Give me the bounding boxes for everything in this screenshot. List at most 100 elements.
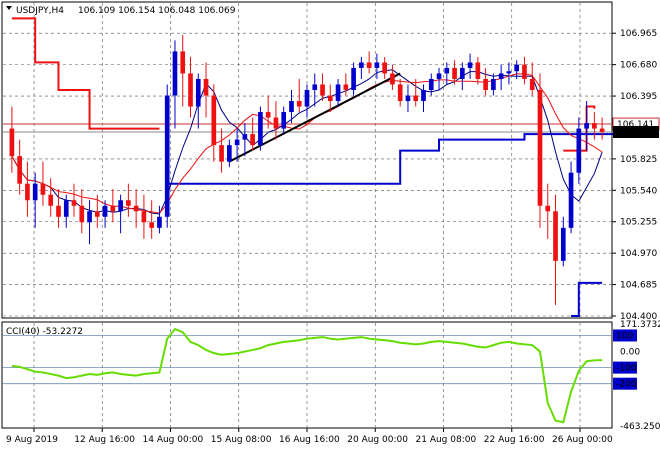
candle-body [444,67,450,74]
candle-body [327,95,333,102]
candle-body [529,78,535,90]
trendline [228,72,401,163]
candle-body [428,78,434,90]
x-tick-label: 22 Aug 16:00 [484,435,545,445]
y-tick-label: 104.685 [620,281,657,291]
candle-body [436,73,442,79]
candle-body [195,78,201,107]
cci-y-tick-label: 171.3732 [620,320,660,330]
candle-body [522,64,527,79]
y-tick-label: 105.255 [620,218,657,228]
candle-body [102,205,108,217]
candle-body [343,84,349,90]
candle-body [172,51,178,96]
candle-body [25,183,30,201]
y-tick-label: 105.540 [620,186,657,196]
candle-body [483,78,488,90]
candle-body [180,51,186,74]
candle-body [32,183,38,201]
candle-body [374,62,380,68]
candle-body [71,200,77,206]
candle-body [40,183,46,195]
candle-body [576,128,582,173]
candle-body [421,89,426,102]
cci-level-tag-label: 100 [616,331,633,341]
collapse-arrow-icon[interactable] [6,6,12,10]
candle-body [258,112,263,146]
candle-body [17,156,22,184]
level-price-value: 106.141 [617,120,654,130]
x-tick-label: 15 Aug 08:00 [211,435,272,445]
cci-y-tick-label: 0.00 [620,348,640,358]
candle-body [56,205,61,217]
candle-body [475,62,481,79]
cci-series [11,327,603,424]
cci-level-tag [613,361,637,374]
candle-body [141,211,147,223]
candle-body [219,145,224,162]
candle-body [599,128,605,132]
candle-body [304,89,310,107]
candle-body [9,128,15,157]
candle-body [545,205,551,212]
candle-body [110,205,116,212]
x-tick-label: 16 Aug 16:00 [279,435,340,445]
x-tick-label: 21 Aug 08:00 [416,435,477,445]
candle-body [366,62,372,68]
moving-average-red [11,73,603,214]
x-tick-label: 12 Aug 16:00 [74,435,135,445]
x-tick-label: 26 Aug 00:00 [552,435,613,445]
candle-body [584,123,589,129]
candle-body [164,95,170,217]
cci-level-tag-label: -200 [616,380,637,390]
y-tick-label: 106.395 [620,92,657,102]
candle-body [405,95,411,102]
current-price-value: 106.069 [617,128,654,138]
y-tick-label: 104.970 [620,249,657,259]
candle-body [94,211,100,217]
x-tick-label: 14 Aug 00:00 [143,435,204,445]
current-price-tag [613,125,659,138]
candle-body [265,112,271,118]
axes: 9 Aug 2019 12 Aug 16:00 14 Aug 00:00 15 Aug… [6,29,660,445]
candle-body [289,101,294,113]
candle-body [351,67,356,90]
candles [9,34,605,305]
candle-body [242,134,248,140]
candle-body [359,62,364,68]
grid-lines [3,3,611,427]
y-tick-label: 106.965 [620,29,657,39]
candle-body [149,222,155,228]
candle-body [188,73,193,107]
y-tick-label: 105.825 [620,155,657,165]
candle-body [467,62,473,68]
y-tick-label: 104.400 [620,312,657,322]
candle-body [506,71,512,74]
candle-body [281,112,287,129]
candle-body [118,200,123,212]
candle-body [227,145,232,162]
y-tick-label: 106.680 [620,61,657,71]
candle-body [382,62,387,74]
candle-body [79,205,85,223]
candle-body [413,95,419,102]
cci-label: CCI(40) -53.2272 [6,327,83,337]
candle-body [568,172,574,228]
stop_blue-line [571,281,603,317]
candle-body [203,78,209,96]
candle-body [250,134,255,146]
candle-body [553,211,558,261]
candle-body [498,73,504,79]
candle-body [157,216,162,228]
candle-body [296,101,302,107]
cci-level-tag [613,377,637,390]
candle-body [390,73,395,85]
candle-body [335,84,341,102]
cci-line [11,327,603,424]
candle-body [126,200,131,206]
candle-body [537,89,543,206]
candle-body [234,139,240,146]
candle-body [452,67,457,79]
